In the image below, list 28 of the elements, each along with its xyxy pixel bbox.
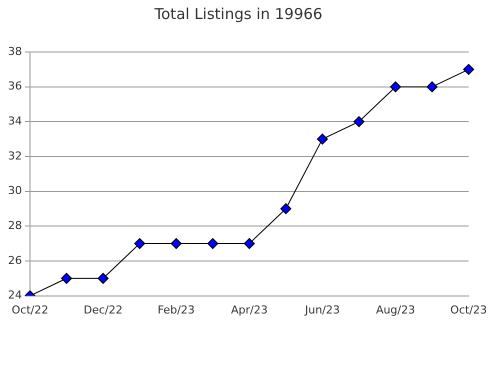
point [61, 272, 72, 284]
x-tick-label: Oct/23 [450, 303, 488, 316]
y-tick-label: 34 [8, 114, 22, 128]
y-tick-label: 30 [8, 184, 22, 198]
point [316, 134, 328, 145]
point [390, 81, 402, 92]
y-tick-label: 38 [8, 44, 22, 58]
point [134, 238, 146, 250]
x-tick-label: Oct/22 [12, 303, 48, 316]
y-tick-label: 24 [8, 288, 22, 302]
point [207, 238, 218, 250]
point [280, 203, 292, 214]
y-tick-label: 26 [8, 254, 22, 267]
y-tick-label: 28 [8, 219, 22, 232]
point [463, 64, 474, 75]
x-tick-label: Feb/23 [158, 303, 195, 316]
y-tick-label: 36 [8, 80, 22, 93]
point [98, 272, 109, 284]
x-tick-label: Aug/23 [376, 303, 416, 316]
y-tick-label: 32 [8, 149, 22, 162]
x-tick-label: Apr/23 [230, 303, 268, 316]
x-tick-label: Jun/23 [304, 303, 340, 316]
point [170, 238, 182, 250]
point [244, 238, 255, 250]
point [426, 81, 438, 92]
x-tick-label: Dec/22 [84, 303, 123, 316]
chart-title: Total Listings in 19966 [154, 4, 322, 23]
point [353, 116, 364, 128]
